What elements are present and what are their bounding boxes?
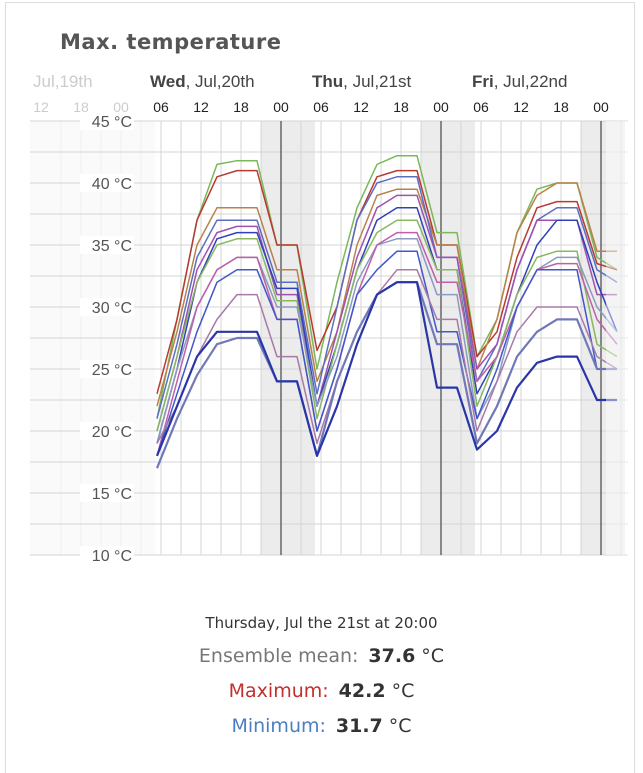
- ensemble-member-line: [156, 194, 617, 432]
- hour-label: 12: [193, 99, 209, 115]
- hour-label: 06: [313, 99, 329, 115]
- y-tick-label: 10 °C: [92, 548, 132, 565]
- ensemble-member-line: [155, 281, 617, 457]
- y-tick-label-bg: [80, 174, 134, 192]
- hour-label: 00: [433, 99, 449, 115]
- hour-label: 06: [153, 99, 169, 115]
- day-label: Jul,19th: [33, 72, 93, 91]
- ensemble-member-line: [156, 154, 618, 419]
- hour-label: 00: [593, 99, 609, 115]
- y-tick-label-bg: [80, 112, 134, 130]
- day-label: Wed, Jul,20th: [150, 72, 255, 91]
- y-tick-label: 15 °C: [92, 486, 132, 503]
- readout-max: Maximum: 42.2 °C: [0, 680, 643, 702]
- y-tick-label-bg: [80, 484, 134, 502]
- hour-label: 12: [513, 99, 529, 115]
- hour-label: 00: [273, 99, 289, 115]
- hour-label-faded: 18: [73, 99, 89, 115]
- ensemble-member-line: [156, 269, 618, 445]
- hour-label: 12: [353, 99, 369, 115]
- y-tick-label: 25 °C: [92, 362, 132, 379]
- mean-unit: °C: [421, 645, 445, 667]
- min-label: Minimum:: [231, 715, 326, 737]
- readout-mean: Ensemble mean: 37.6 °C: [0, 645, 643, 667]
- ensemble-member-line: [155, 281, 617, 469]
- hour-label: 06: [473, 99, 489, 115]
- y-tick-label: 45 °C: [92, 114, 132, 131]
- mean-label: Ensemble mean:: [198, 645, 359, 667]
- ensemble-member-line: [156, 231, 618, 456]
- y-tick-label-bg: [80, 546, 134, 564]
- hour-label: 18: [553, 99, 569, 115]
- hour-label: 18: [233, 99, 249, 115]
- hour-label: 18: [393, 99, 409, 115]
- ensemble-member-line: [156, 207, 618, 444]
- readout-min: Minimum: 31.7 °C: [0, 715, 643, 737]
- chart-title: Max. temperature: [60, 30, 282, 54]
- ensemble-chart[interactable]: 45 °C 40 °C 35 °C 30 °C 25 °C 20 °C 15 °C 10 °C…: [0, 0, 643, 600]
- min-unit: °C: [388, 715, 412, 737]
- y-tick-label: 30 °C: [92, 300, 132, 317]
- readout-time: Thursday, Jul the 21st at 20:00: [205, 614, 438, 632]
- max-unit: °C: [391, 680, 415, 702]
- max-label: Maximum:: [228, 680, 329, 702]
- ensemble-member-line: [156, 176, 618, 419]
- hour-label-faded: 00: [113, 99, 129, 115]
- day-label: Thu, Jul,21st: [312, 72, 411, 91]
- y-tick-label: 35 °C: [92, 238, 132, 255]
- y-tick-label: 40 °C: [92, 176, 132, 193]
- min-value: 31.7: [335, 715, 383, 737]
- mean-value: 37.6: [368, 645, 416, 667]
- y-tick-label-bg: [80, 298, 134, 316]
- future-fade: [606, 121, 628, 555]
- y-tick-label-bg: [80, 422, 134, 440]
- y-tick-label-bg: [80, 236, 134, 254]
- ensemble-member-line: [156, 169, 618, 394]
- day-label: Fri, Jul,22nd: [472, 72, 567, 91]
- y-tick-label-bg: [80, 360, 134, 378]
- y-tick-label: 20 °C: [92, 424, 132, 441]
- ensemble-member-line: [156, 182, 617, 407]
- max-value: 42.2: [338, 680, 386, 702]
- ensemble-member-line: [156, 250, 617, 457]
- hour-label-faded: 12: [33, 99, 49, 115]
- ensemble-member-line: [156, 219, 618, 432]
